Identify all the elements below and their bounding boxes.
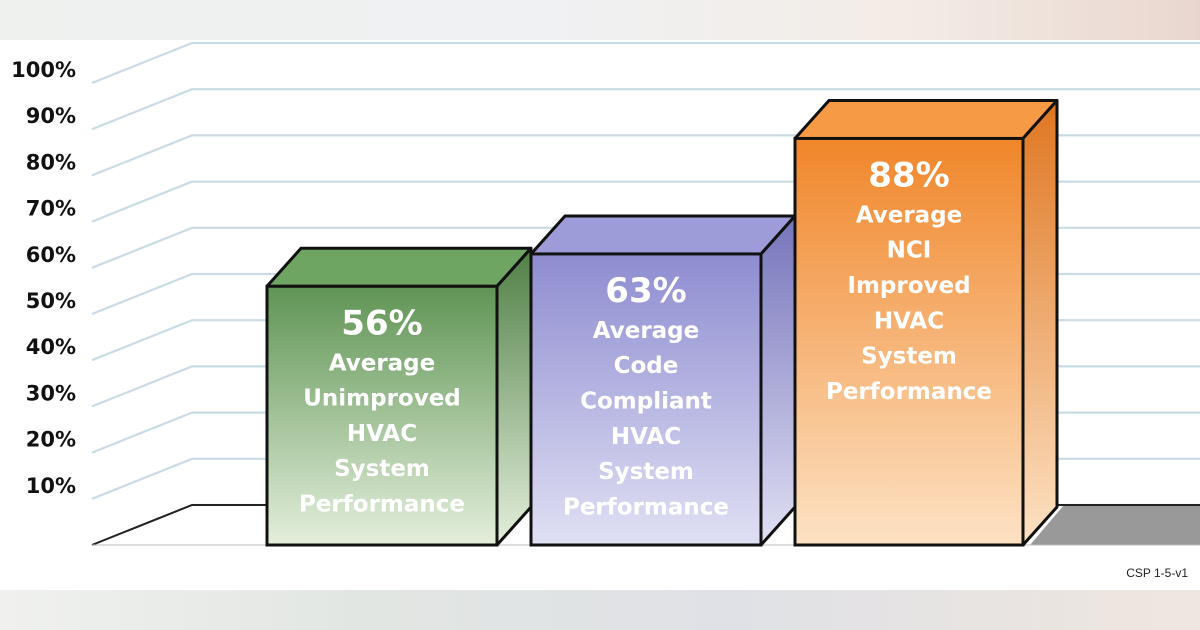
bar-value-label: 88% xyxy=(868,155,949,195)
bar xyxy=(793,136,1025,547)
y-tick-label: 50% xyxy=(26,289,76,313)
bar-group: 56% Average Unimproved HVAC System Performanc… xyxy=(265,246,533,547)
bar-category-label: Average xyxy=(593,318,700,344)
bar-category-label: HVAC xyxy=(874,308,944,334)
y-tick-label: 60% xyxy=(26,243,76,267)
bar-top-face xyxy=(529,214,797,256)
chart-footnote: CSP 1-5-v1 xyxy=(1126,566,1188,580)
bars: 56% Average Unimproved HVAC System Performanc… xyxy=(265,98,1059,547)
top-banner xyxy=(0,0,1200,40)
bar-category-label: Average xyxy=(856,202,963,228)
y-tick-label: 30% xyxy=(26,381,76,405)
bar-category-label: Unimproved xyxy=(303,386,461,412)
bar-category-label: Average xyxy=(329,350,436,376)
bar-group: 63% Average Code Compliant HVAC System Perform… xyxy=(529,214,797,547)
bar-category-label: Performance xyxy=(299,491,465,517)
y-tick-label: 10% xyxy=(26,474,76,498)
grid-line xyxy=(91,88,1200,131)
bar-chart: 10% 20% 30% 40% 50% 60% 70% 80% 90% 100% 56% Avera… xyxy=(11,41,1200,547)
bar-category-label: Compliant xyxy=(580,389,712,415)
bar-category-label: Performance xyxy=(563,494,729,520)
bar-category-label: Performance xyxy=(826,379,992,405)
grid-line xyxy=(91,41,1200,85)
y-tick-label: 40% xyxy=(26,335,76,359)
y-tick-label: 80% xyxy=(26,150,76,174)
y-tick-label: 100% xyxy=(11,58,76,82)
bar-category-label: Improved xyxy=(847,273,970,299)
floor-shadow xyxy=(1030,505,1200,545)
bar-category-label: System xyxy=(334,456,430,482)
y-tick-label: 20% xyxy=(26,428,76,452)
bar-side-face xyxy=(495,246,533,547)
bottom-banner xyxy=(0,590,1200,630)
bar-category-label: HVAC xyxy=(611,424,681,450)
bar-group: 88% Average NCI Improved HVAC System Performan… xyxy=(793,98,1059,547)
bar-category-label: NCI xyxy=(887,238,932,264)
bar xyxy=(529,252,763,547)
y-tick-label: 90% xyxy=(26,104,76,128)
bar-category-label: System xyxy=(861,344,957,370)
grid-lines xyxy=(91,41,1200,547)
bar-category-label: Code xyxy=(614,353,679,379)
bar-value-label: 63% xyxy=(605,271,686,311)
bar-side-face xyxy=(1021,98,1059,547)
bar-category-label: System xyxy=(598,459,694,485)
bar-top-face xyxy=(793,98,1059,140)
bar-top-face xyxy=(265,246,533,288)
y-axis-ticks: 10% 20% 30% 40% 50% 60% 70% 80% 90% 100% xyxy=(11,58,76,498)
bar-side-face xyxy=(759,214,797,547)
y-tick-label: 70% xyxy=(26,197,76,221)
bar-category-label: HVAC xyxy=(347,421,417,447)
bar-value-label: 56% xyxy=(341,303,422,343)
bar xyxy=(265,284,499,547)
